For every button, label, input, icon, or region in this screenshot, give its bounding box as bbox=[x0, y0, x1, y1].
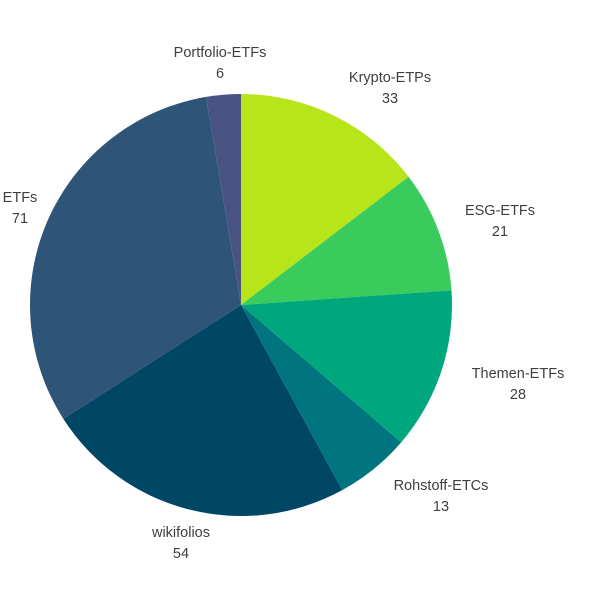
slice-label-name: ETFs bbox=[3, 190, 38, 206]
pie-slice-rohstoff-etcs[interactable] bbox=[241, 305, 402, 491]
slice-label-rohstoff-etcs: Rohstoff-ETCs 13 bbox=[394, 478, 489, 515]
slice-label-esg-etfs: ESG-ETFs 21 bbox=[465, 203, 535, 240]
pie-slices bbox=[30, 94, 452, 517]
slice-label-name: ESG-ETFs bbox=[465, 203, 535, 219]
slice-label-value: 13 bbox=[433, 499, 449, 515]
slice-label-value: 33 bbox=[382, 91, 398, 107]
slice-label-name: Themen-ETFs bbox=[472, 366, 565, 382]
pie-slice-krypto-etps[interactable] bbox=[241, 94, 409, 305]
slice-label-value: 21 bbox=[492, 224, 508, 240]
slice-label-portfolio-etfs: Portfolio-ETFs 6 bbox=[174, 45, 267, 82]
slice-label-value: 6 bbox=[216, 66, 224, 82]
slice-label-value: 54 bbox=[173, 546, 189, 562]
slice-label-name: Portfolio-ETFs bbox=[174, 45, 267, 61]
pie-slice-themen-etfs[interactable] bbox=[241, 290, 452, 443]
pie-slice-wikifolios[interactable] bbox=[63, 305, 343, 517]
slice-label-wikifolios: wikifolios 54 bbox=[151, 525, 210, 562]
slice-label-krypto-etps: Krypto-ETPs 33 bbox=[349, 70, 431, 107]
slice-label-name: Krypto-ETPs bbox=[349, 70, 431, 86]
slice-label-etfs: ETFs 71 bbox=[3, 190, 38, 227]
slice-label-value: 71 bbox=[12, 211, 28, 227]
slice-label-value: 28 bbox=[510, 387, 526, 403]
slice-label-name: wikifolios bbox=[151, 525, 210, 541]
pie-slice-portfolio-etfs[interactable] bbox=[205, 94, 241, 305]
pie-slice-etfs[interactable] bbox=[30, 96, 242, 419]
slice-label-name: Rohstoff-ETCs bbox=[394, 478, 489, 494]
pie-slice-esg-etfs[interactable] bbox=[241, 176, 452, 305]
slice-label-themen-etfs: Themen-ETFs 28 bbox=[472, 366, 565, 403]
pie-labels: Krypto-ETPs 33 ESG-ETFs 21 Themen-ETFs 28 Rohs… bbox=[3, 45, 565, 562]
